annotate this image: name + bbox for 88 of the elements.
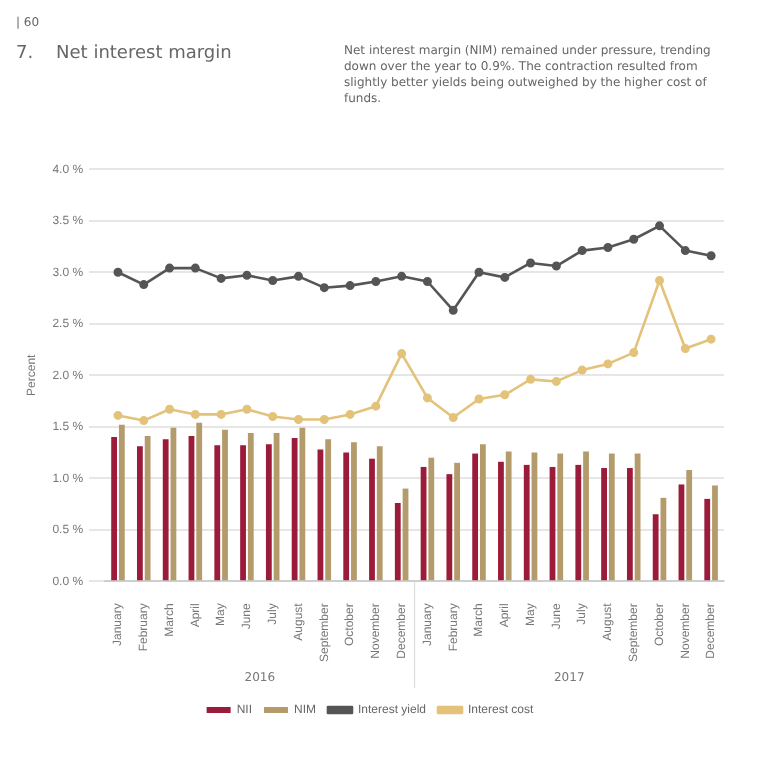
point <box>680 246 690 256</box>
point <box>680 343 690 353</box>
bar <box>557 453 564 581</box>
bar <box>162 439 169 581</box>
point <box>448 412 458 422</box>
bar <box>369 458 375 581</box>
point <box>319 283 329 293</box>
bar <box>583 451 589 581</box>
point <box>603 243 613 252</box>
chart-title: 7. Net interest margin <box>16 44 234 64</box>
bar <box>634 453 641 581</box>
bar <box>144 436 151 581</box>
bar <box>652 514 659 581</box>
bar <box>214 445 221 581</box>
point <box>422 393 432 403</box>
point <box>268 411 278 421</box>
bar <box>608 453 615 581</box>
point <box>655 275 665 285</box>
bar <box>660 497 667 581</box>
point <box>500 272 510 282</box>
point <box>216 273 226 283</box>
bar <box>343 452 350 581</box>
point <box>577 246 587 256</box>
point <box>371 277 381 286</box>
point <box>422 277 432 286</box>
point <box>165 404 175 414</box>
point <box>526 374 536 384</box>
point <box>113 267 123 277</box>
bar <box>498 461 504 581</box>
point <box>242 270 252 280</box>
point <box>294 271 303 281</box>
bar <box>351 442 357 581</box>
point <box>629 234 639 244</box>
bar <box>325 439 332 581</box>
bar <box>111 437 118 581</box>
bar <box>505 451 512 581</box>
point <box>526 258 536 268</box>
bar <box>479 444 486 581</box>
point <box>190 263 200 273</box>
point <box>345 409 355 419</box>
point <box>190 409 200 419</box>
bar <box>196 422 203 581</box>
bar <box>472 453 479 581</box>
point <box>448 305 458 315</box>
bar <box>222 429 228 581</box>
point <box>139 416 149 426</box>
bar <box>712 485 718 581</box>
point <box>655 221 665 231</box>
bar <box>240 445 246 581</box>
point <box>216 409 226 419</box>
point <box>551 261 561 271</box>
bar <box>291 438 298 581</box>
point <box>577 365 587 375</box>
bar <box>601 467 607 581</box>
point <box>551 376 561 386</box>
point <box>371 401 381 411</box>
point <box>319 415 329 425</box>
point <box>294 415 303 425</box>
bar <box>704 498 711 581</box>
bar <box>118 424 125 581</box>
point <box>242 404 252 414</box>
bar <box>428 457 435 581</box>
point <box>474 394 484 404</box>
point <box>165 263 175 273</box>
bar <box>137 446 143 581</box>
bar <box>626 467 633 581</box>
point <box>345 281 355 291</box>
bar <box>686 470 693 581</box>
bar <box>265 444 272 581</box>
point <box>706 251 716 261</box>
point <box>397 349 407 359</box>
bar <box>523 464 530 581</box>
point <box>268 275 278 285</box>
bar <box>299 427 306 581</box>
bar <box>394 503 401 581</box>
point <box>706 334 716 344</box>
bar <box>376 446 383 581</box>
bar <box>446 474 453 581</box>
bar <box>575 464 582 581</box>
point <box>474 267 484 277</box>
point <box>397 271 407 281</box>
point <box>113 410 123 420</box>
point <box>629 348 639 358</box>
point <box>139 280 149 290</box>
point <box>500 390 510 400</box>
bar <box>247 432 254 581</box>
point <box>603 359 613 369</box>
bar <box>454 462 460 581</box>
